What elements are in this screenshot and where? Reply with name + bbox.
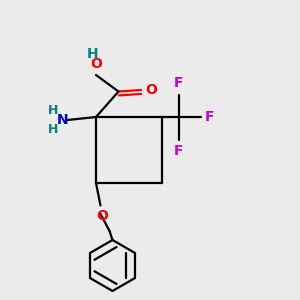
Text: N: N xyxy=(56,113,68,127)
Text: H: H xyxy=(48,122,58,136)
Text: H: H xyxy=(87,46,99,61)
Text: F: F xyxy=(174,144,183,158)
Text: F: F xyxy=(174,76,183,90)
Text: H: H xyxy=(48,104,58,117)
Text: O: O xyxy=(145,83,157,97)
Text: O: O xyxy=(90,57,102,71)
Text: O: O xyxy=(96,209,108,223)
Text: F: F xyxy=(205,110,214,124)
